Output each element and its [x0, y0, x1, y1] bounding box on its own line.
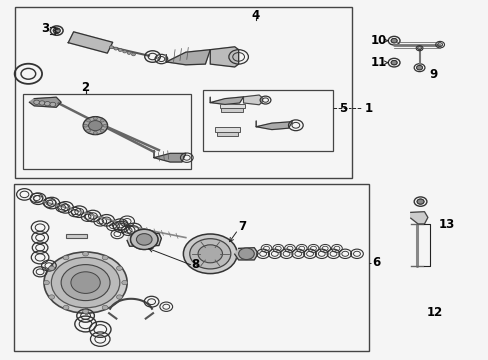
Circle shape: [44, 102, 50, 106]
Bar: [15, 7, 351, 178]
Circle shape: [116, 295, 122, 299]
Bar: [23, 94, 190, 169]
Text: 1: 1: [364, 102, 372, 114]
Bar: [66, 234, 87, 238]
Circle shape: [43, 280, 49, 285]
Circle shape: [83, 117, 107, 135]
Circle shape: [51, 257, 120, 308]
Circle shape: [183, 234, 237, 274]
Circle shape: [116, 266, 122, 270]
Circle shape: [86, 129, 90, 132]
Circle shape: [114, 47, 118, 50]
Polygon shape: [410, 212, 427, 224]
Polygon shape: [154, 150, 185, 162]
Bar: [215, 127, 239, 132]
Circle shape: [100, 129, 104, 132]
Polygon shape: [256, 121, 292, 130]
Circle shape: [44, 252, 127, 313]
Circle shape: [136, 234, 152, 245]
Text: 4: 4: [251, 9, 259, 22]
Polygon shape: [127, 233, 161, 246]
Circle shape: [63, 305, 69, 310]
Text: 2: 2: [81, 81, 89, 94]
Circle shape: [122, 280, 127, 285]
Circle shape: [93, 117, 97, 120]
Circle shape: [88, 121, 102, 131]
Circle shape: [416, 199, 423, 204]
Circle shape: [34, 100, 40, 104]
Circle shape: [131, 53, 135, 56]
Text: 12: 12: [426, 306, 442, 319]
Text: 5: 5: [339, 102, 347, 114]
Text: 10: 10: [370, 34, 386, 47]
Circle shape: [109, 46, 113, 49]
Circle shape: [83, 124, 87, 127]
Circle shape: [102, 305, 108, 310]
Circle shape: [390, 39, 396, 43]
Bar: [14, 184, 368, 351]
Polygon shape: [210, 97, 243, 104]
Circle shape: [103, 124, 107, 127]
Circle shape: [127, 51, 131, 54]
Polygon shape: [234, 248, 258, 260]
Polygon shape: [29, 97, 61, 107]
Circle shape: [118, 49, 122, 51]
Bar: [221, 108, 243, 112]
Circle shape: [122, 50, 126, 53]
Circle shape: [238, 248, 254, 260]
Circle shape: [50, 102, 56, 107]
Bar: [203, 90, 332, 151]
Circle shape: [82, 309, 88, 314]
Bar: [216, 132, 237, 136]
Circle shape: [416, 66, 422, 70]
Text: 11: 11: [370, 56, 386, 69]
Circle shape: [93, 131, 97, 134]
Polygon shape: [210, 47, 238, 67]
Text: 3: 3: [41, 22, 49, 35]
Circle shape: [49, 266, 55, 270]
Text: 8: 8: [191, 258, 199, 271]
Circle shape: [39, 101, 45, 105]
Circle shape: [198, 245, 222, 263]
Circle shape: [49, 295, 55, 299]
Circle shape: [63, 256, 69, 260]
Circle shape: [390, 60, 396, 65]
Circle shape: [86, 119, 90, 122]
Circle shape: [53, 28, 60, 33]
Circle shape: [71, 272, 100, 293]
Polygon shape: [166, 50, 210, 65]
Text: 13: 13: [438, 219, 454, 231]
Circle shape: [136, 234, 152, 245]
Text: 6: 6: [372, 256, 380, 269]
Circle shape: [130, 229, 158, 249]
Bar: [219, 104, 244, 108]
Circle shape: [130, 229, 158, 249]
Polygon shape: [243, 95, 262, 105]
Circle shape: [100, 119, 104, 122]
Text: 9: 9: [428, 68, 437, 81]
Polygon shape: [68, 32, 112, 53]
Circle shape: [61, 265, 110, 301]
Text: 7: 7: [238, 220, 245, 233]
Circle shape: [102, 256, 108, 260]
Circle shape: [82, 252, 88, 256]
Circle shape: [189, 239, 230, 269]
